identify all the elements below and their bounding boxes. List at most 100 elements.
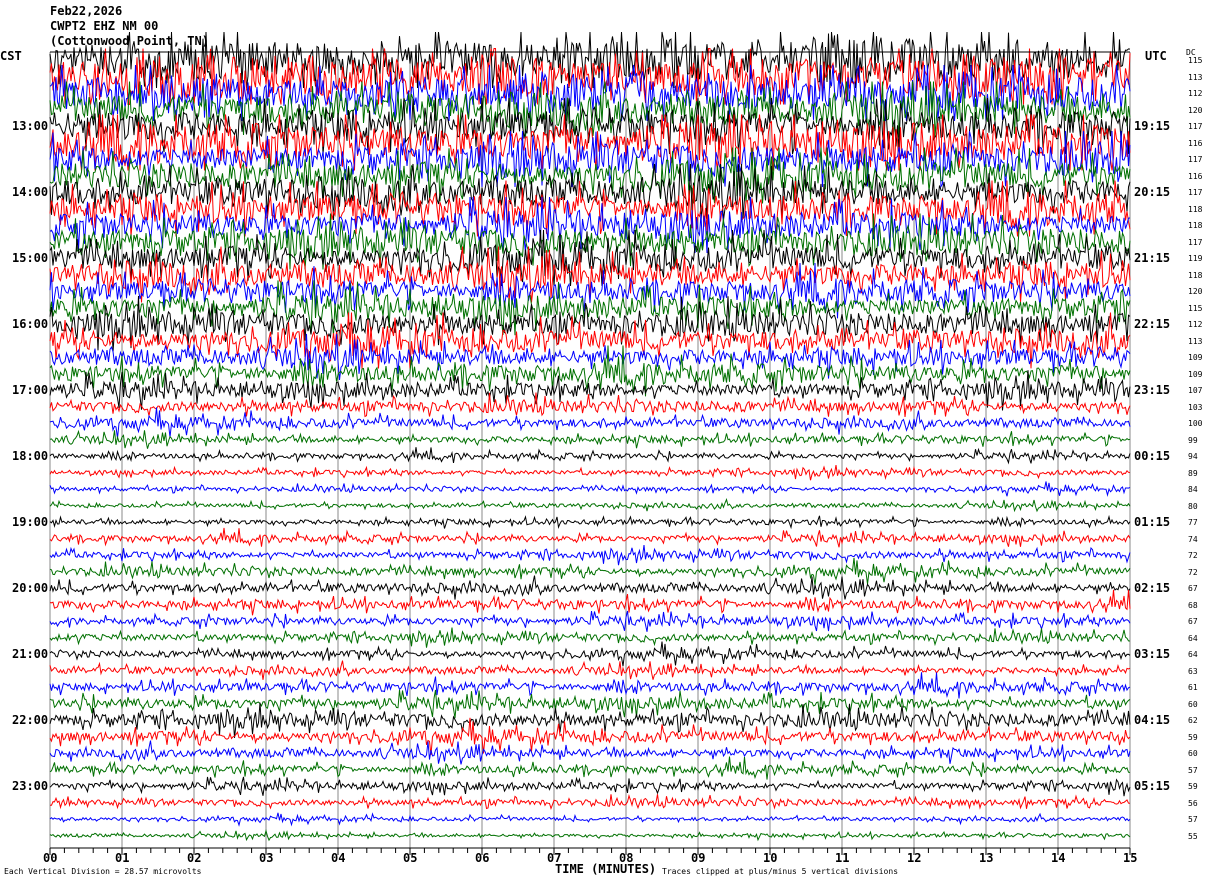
dc-offset-label: 57	[1188, 765, 1198, 775]
clip-note: Traces clipped at plus/minus 5 vertical …	[662, 867, 899, 876]
dc-offset-label: 60	[1188, 699, 1198, 709]
seismic-trace	[49, 660, 1131, 680]
dc-offset-label: 113	[1188, 72, 1203, 82]
cst-hour-label: 14:00	[12, 185, 49, 199]
x-tick-label: 14	[1051, 851, 1066, 865]
seismic-trace	[49, 345, 1131, 397]
dc-offset-label: 109	[1188, 369, 1203, 379]
cst-hour-label: 15:00	[12, 251, 49, 265]
utc-hour-label: 23:15	[1134, 383, 1171, 397]
seismic-trace	[49, 163, 1131, 221]
seismic-trace	[50, 794, 1131, 811]
dc-offset-label: 119	[1188, 254, 1203, 263]
cst-hour-label: 20:00	[12, 581, 49, 595]
dc-offset-label: 74	[1188, 534, 1198, 544]
seismic-trace	[49, 262, 1131, 319]
utc-hour-label: 01:15	[1134, 515, 1171, 529]
dc-offset-label: 116	[1188, 171, 1203, 181]
seismic-trace	[49, 575, 1131, 600]
dc-label: DC	[1186, 48, 1196, 57]
seismic-trace	[49, 610, 1131, 632]
left-timezone-label: CST	[0, 49, 22, 63]
dc-offset-label: 77	[1188, 518, 1198, 527]
seismic-trace	[49, 627, 1131, 648]
x-tick-label: 09	[691, 851, 706, 865]
seismic-trace	[49, 497, 1131, 513]
plot-date: Feb22,2026	[50, 4, 123, 18]
dc-offset-label: 72	[1188, 567, 1198, 577]
dc-offset-label: 112	[1188, 89, 1203, 98]
scale-note: Each Vertical Division = 28.57 microvolt…	[4, 867, 202, 876]
seismic-trace	[49, 740, 1131, 765]
x-tick-label: 08	[619, 851, 634, 865]
dc-offset-label: 64	[1188, 650, 1198, 659]
dc-offset-label: 120	[1188, 287, 1203, 296]
dc-offset-label: 68	[1188, 600, 1198, 610]
seismic-trace	[49, 229, 1131, 287]
seismic-trace	[49, 147, 1131, 204]
x-axis-label: TIME (MINUTES)	[555, 862, 657, 876]
seismic-trace	[49, 114, 1131, 171]
dc-offset-label: 57	[1188, 815, 1198, 824]
dc-offset-label: 99	[1188, 435, 1198, 445]
dc-offset-label: 115	[1188, 303, 1203, 313]
dc-offset-label: 116	[1188, 138, 1203, 148]
utc-hour-label: 00:15	[1134, 449, 1171, 463]
seismic-trace	[49, 196, 1131, 254]
utc-hour-label: 03:15	[1134, 647, 1171, 661]
seismic-trace	[49, 514, 1131, 530]
dc-offset-label: 62	[1188, 716, 1198, 725]
x-tick-label: 02	[187, 851, 202, 865]
x-tick-label: 10	[763, 851, 778, 865]
seismic-trace	[49, 392, 1131, 418]
dc-offset-label: 103	[1188, 402, 1203, 412]
seismic-trace	[49, 545, 1131, 566]
utc-hour-label: 19:15	[1134, 119, 1171, 133]
dc-offset-label: 109	[1188, 353, 1203, 362]
dc-offset-label: 59	[1188, 782, 1198, 791]
cst-hour-label: 16:00	[12, 317, 49, 331]
seismic-trace	[49, 672, 1131, 699]
cst-hour-label: 18:00	[12, 449, 49, 463]
dc-offset-label: 117	[1188, 237, 1203, 247]
seismic-trace	[49, 702, 1131, 738]
dc-offset-label: 64	[1188, 633, 1198, 643]
cst-hour-label: 19:00	[12, 515, 49, 529]
dc-offset-label: 118	[1188, 270, 1203, 280]
dc-offset-label: 63	[1188, 666, 1198, 676]
seismic-trace	[49, 689, 1131, 719]
seismic-trace	[49, 717, 1131, 755]
seismic-trace	[49, 312, 1131, 369]
seismic-trace	[49, 31, 1131, 89]
utc-hour-label: 05:15	[1134, 779, 1171, 793]
seismic-trace	[49, 280, 1131, 336]
dc-offset-label: 72	[1188, 551, 1198, 560]
dc-offset-label: 67	[1188, 617, 1198, 626]
right-timezone-label: UTC	[1145, 49, 1167, 63]
seismic-trace	[49, 756, 1131, 780]
cst-hour-label: 17:00	[12, 383, 49, 397]
x-tick-label: 01	[115, 851, 130, 865]
seismic-trace	[49, 829, 1131, 842]
dc-offset-label: 120	[1188, 105, 1203, 115]
seismic-trace	[49, 81, 1131, 138]
x-tick-label: 03	[259, 851, 274, 865]
x-tick-label: 05	[403, 851, 418, 865]
x-tick-label: 04	[331, 851, 346, 865]
seismic-trace	[49, 557, 1131, 585]
seismic-trace	[49, 407, 1131, 439]
x-tick-label: 12	[907, 851, 922, 865]
x-tick-label: 11	[835, 851, 850, 865]
seismic-trace	[49, 295, 1131, 353]
dc-offset-label: 60	[1188, 749, 1198, 758]
utc-hour-label: 22:15	[1134, 317, 1171, 331]
dc-offset-label: 113	[1188, 336, 1203, 346]
dc-offset-label: 118	[1188, 221, 1203, 230]
seismic-trace	[49, 333, 1131, 380]
dc-offset-label: 89	[1188, 468, 1198, 478]
seismic-trace	[49, 776, 1131, 797]
x-tick-label: 15	[1123, 851, 1138, 865]
dc-offset-label: 117	[1188, 155, 1203, 164]
dc-offset-label: 56	[1188, 798, 1198, 808]
